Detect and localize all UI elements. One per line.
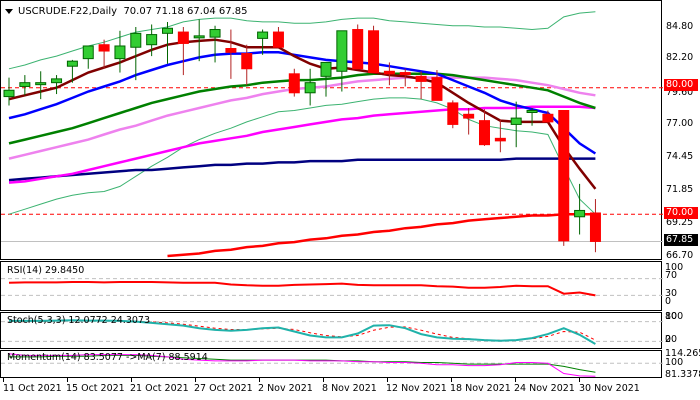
momentum-level-max: 114.2651 <box>665 348 700 359</box>
stoch-level-0: 0 <box>665 334 672 345</box>
ohlc-values: 70.07 71.18 67.04 67.85 <box>123 6 248 17</box>
current-price-tag: 67.85 <box>664 234 698 246</box>
time-tick <box>259 377 260 382</box>
stoch-plot <box>1 319 663 345</box>
stoch-label: Stoch(5,3,3) 12.0772 24.3073 <box>7 315 151 326</box>
date-label: 30 Nov 2021 <box>579 383 640 394</box>
rsi-level-70: 70 <box>665 270 678 281</box>
stoch-level-100: 100 <box>665 311 684 322</box>
collapse-triangle-icon[interactable] <box>5 8 13 14</box>
rsi-pane[interactable]: RSI(14) 29.8450 <box>0 261 663 311</box>
momentum-plot <box>1 353 663 377</box>
time-tick <box>451 377 452 382</box>
support-price-tag: 70.00 <box>664 207 698 219</box>
time-tick <box>387 377 388 382</box>
stoch-level-20: 20 <box>665 334 678 345</box>
time-tick <box>323 377 324 382</box>
momentum-level-100: 100 <box>665 357 684 368</box>
price-tick: 66.70 <box>666 250 694 261</box>
main-price-pane[interactable]: USCRUDE.F22,Daily 70.07 71.18 67.04 67.8… <box>0 0 663 261</box>
price-tick: 69.25 <box>666 217 694 228</box>
date-label: 12 Nov 2021 <box>386 383 447 394</box>
price-tick: 74.45 <box>666 151 694 162</box>
rsi-level-0: 0 <box>665 296 672 307</box>
rsi-level-30: 30 <box>665 288 678 299</box>
date-label: 15 Oct 2021 <box>66 383 125 394</box>
date-label: 27 Oct 2021 <box>194 383 253 394</box>
price-plot[interactable] <box>1 1 663 261</box>
date-label: 2 Nov 2021 <box>258 383 313 394</box>
time-tick <box>67 377 68 382</box>
time-tick <box>3 377 4 382</box>
chart-header: USCRUDE.F22,Daily 70.07 71.18 67.04 67.8… <box>5 6 248 17</box>
momentum-label: Momentum(14) 83.5077 ->MA(7) 88.5914 <box>7 352 208 363</box>
stoch-level-80: 80 <box>665 311 678 322</box>
rsi-plot <box>1 278 663 297</box>
time-tick <box>579 377 580 382</box>
momentum-level-min: 81.3378 <box>665 369 700 380</box>
time-tick <box>131 377 132 382</box>
symbol-label: USCRUDE.F22,Daily <box>18 6 118 17</box>
price-tick: 82.20 <box>666 52 694 63</box>
date-label: 24 Nov 2021 <box>514 383 575 394</box>
rsi-label: RSI(14) 29.8450 <box>7 265 85 276</box>
date-label: 11 Oct 2021 <box>3 383 62 394</box>
rsi-level-100: 100 <box>665 262 684 273</box>
time-tick <box>195 377 196 382</box>
price-tick: 71.85 <box>666 184 694 195</box>
stoch-pane[interactable]: Stoch(5,3,3) 12.0772 24.3073 <box>0 312 663 349</box>
date-label: 21 Oct 2021 <box>130 383 189 394</box>
date-label: 8 Nov 2021 <box>322 383 377 394</box>
date-label: 18 Nov 2021 <box>450 383 511 394</box>
price-tick: 84.80 <box>666 21 694 32</box>
price-tick: 79.60 <box>666 87 694 98</box>
time-tick <box>515 377 516 382</box>
momentum-pane[interactable]: Momentum(14) 83.5077 ->MA(7) 88.5914 <box>0 350 663 378</box>
resistance-price-tag: 80.00 <box>664 79 698 91</box>
price-tick: 77.00 <box>666 118 694 129</box>
